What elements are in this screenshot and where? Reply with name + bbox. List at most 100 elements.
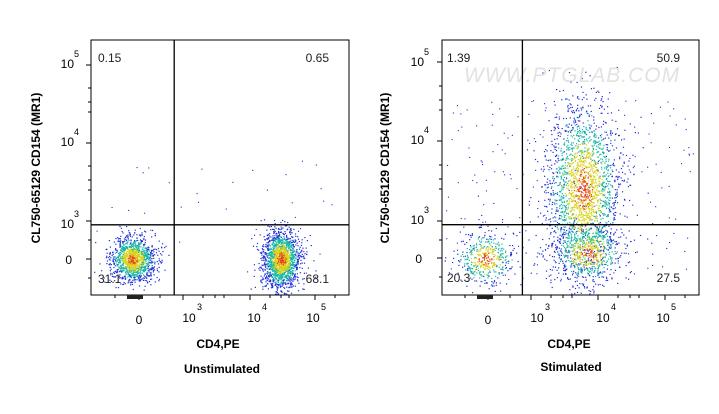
event-dot xyxy=(126,257,127,258)
unstimulated-upper-right-percent: 0.65 xyxy=(306,51,330,65)
event-dot xyxy=(592,196,593,197)
event-dot xyxy=(126,240,127,241)
event-dot xyxy=(474,258,475,259)
event-dot xyxy=(257,243,258,244)
event-dot xyxy=(498,252,499,253)
event-dot xyxy=(142,234,143,235)
event-dot xyxy=(584,197,585,198)
event-dot xyxy=(578,169,579,170)
event-dot xyxy=(124,238,125,239)
event-dot xyxy=(590,184,591,185)
event-dot xyxy=(568,110,569,111)
event-dot xyxy=(144,278,145,279)
event-dot xyxy=(149,251,150,252)
event-dot xyxy=(495,264,496,265)
event-dot xyxy=(489,252,490,253)
event-dot xyxy=(598,147,599,148)
event-dot xyxy=(274,220,275,221)
event-dot xyxy=(149,269,150,270)
event-dot xyxy=(500,291,501,292)
event-dot xyxy=(110,267,111,268)
event-dot xyxy=(107,260,108,261)
event-dot xyxy=(613,218,614,219)
event-dot xyxy=(511,268,512,269)
event-dot xyxy=(584,259,585,260)
event-dot xyxy=(286,241,287,242)
event-dot xyxy=(466,252,467,253)
event-dot xyxy=(142,256,143,257)
event-dot xyxy=(289,256,290,257)
event-dot xyxy=(563,187,564,188)
event-dot xyxy=(563,159,564,160)
event-dot xyxy=(141,276,142,277)
event-dot xyxy=(594,196,595,197)
event-dot xyxy=(132,249,133,250)
event-dot xyxy=(275,261,276,262)
event-dot xyxy=(558,176,559,177)
event-dot xyxy=(584,172,585,173)
event-dot xyxy=(119,253,120,254)
event-dot xyxy=(145,280,146,281)
event-dot xyxy=(282,270,283,271)
event-dot xyxy=(582,220,583,221)
event-dot xyxy=(282,251,283,252)
event-dot xyxy=(115,253,116,254)
event-dot xyxy=(549,204,550,205)
event-dot xyxy=(602,183,603,184)
event-dot xyxy=(555,261,556,262)
event-dot xyxy=(561,99,562,100)
event-dot xyxy=(300,260,301,261)
event-dot xyxy=(594,176,595,177)
event-dot xyxy=(591,213,592,214)
event-dot xyxy=(580,244,581,245)
event-dot xyxy=(608,161,609,162)
event-dot xyxy=(258,250,259,251)
event-dot xyxy=(284,241,285,242)
event-dot xyxy=(597,220,598,221)
event-dot xyxy=(135,241,136,242)
event-dot xyxy=(584,139,585,140)
event-dot xyxy=(487,277,488,278)
event-dot xyxy=(127,261,128,262)
event-dot xyxy=(582,92,583,93)
event-dot xyxy=(589,195,590,196)
event-dot xyxy=(143,254,144,255)
event-dot xyxy=(293,251,294,252)
event-dot xyxy=(126,235,127,236)
event-dot xyxy=(600,158,601,159)
event-dot xyxy=(139,280,140,281)
event-dot xyxy=(546,271,547,272)
x-tick-exponent: 5 xyxy=(321,302,326,312)
event-dot xyxy=(583,256,584,257)
event-dot xyxy=(261,252,262,253)
event-dot xyxy=(310,235,311,236)
event-dot xyxy=(582,184,583,185)
y-tick-exponent: 4 xyxy=(74,127,79,137)
event-dot xyxy=(626,277,627,278)
event-dot xyxy=(276,248,277,249)
event-dot xyxy=(577,105,578,106)
event-dot xyxy=(487,265,488,266)
event-dot xyxy=(575,172,576,173)
event-dot xyxy=(117,237,118,238)
event-dot xyxy=(273,237,274,238)
event-dot xyxy=(136,247,137,248)
event-dot xyxy=(137,274,138,275)
event-dot xyxy=(501,244,502,245)
event-dot xyxy=(486,283,487,284)
event-dot xyxy=(588,202,589,203)
event-dot xyxy=(298,231,299,232)
event-dot xyxy=(576,143,577,144)
event-dot xyxy=(485,241,486,242)
event-dot xyxy=(261,220,262,221)
event-dot xyxy=(570,241,571,242)
event-dot xyxy=(612,164,613,165)
event-dot xyxy=(583,186,584,187)
event-dot xyxy=(266,277,267,278)
event-dot xyxy=(149,281,150,282)
event-dot xyxy=(284,264,285,265)
event-dot xyxy=(601,149,602,150)
event-dot xyxy=(635,132,636,133)
event-dot xyxy=(615,202,616,203)
event-dot xyxy=(272,287,273,288)
